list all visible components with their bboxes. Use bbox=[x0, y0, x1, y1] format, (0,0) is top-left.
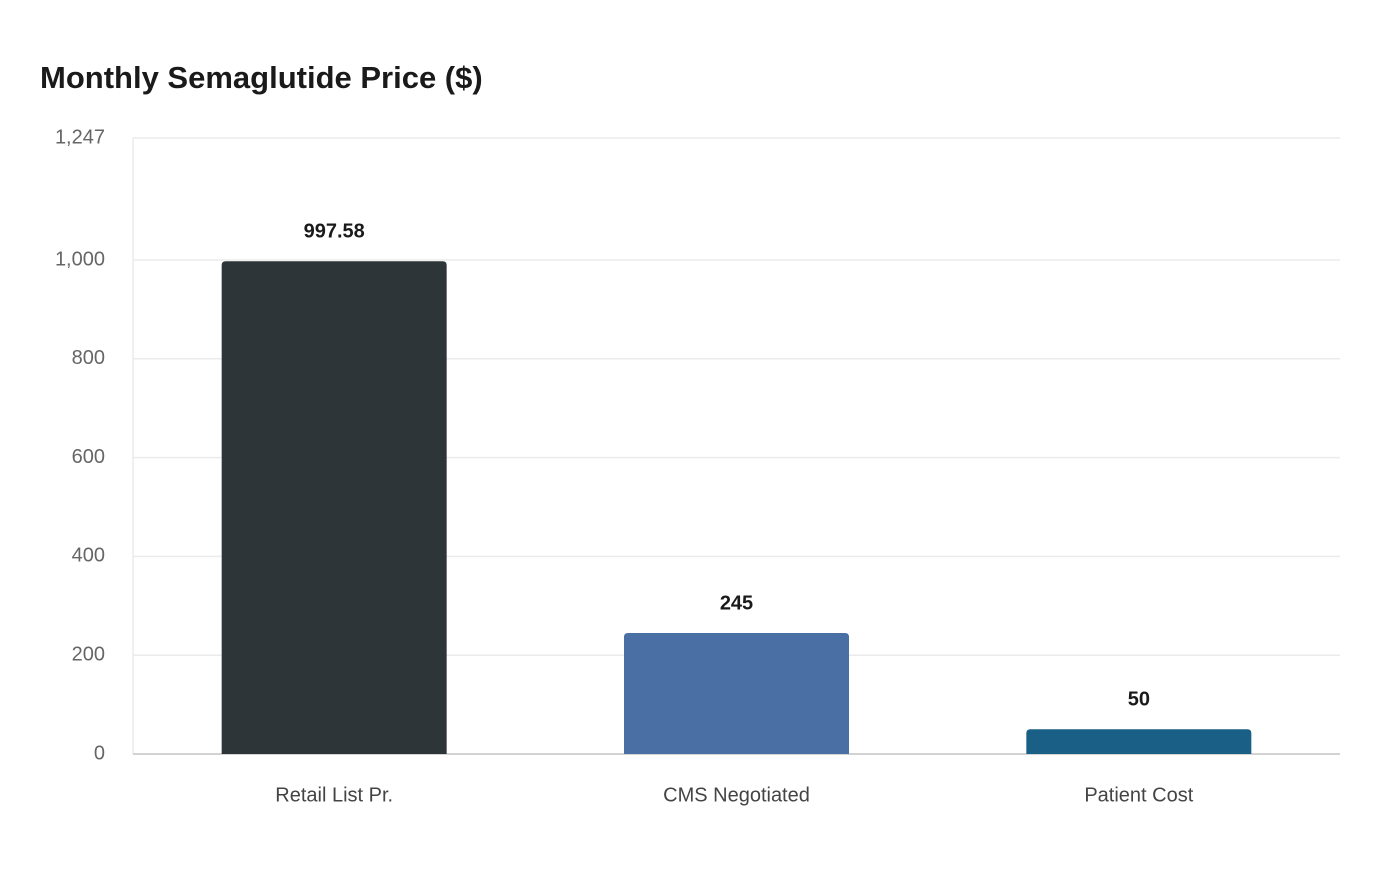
bar bbox=[221, 261, 447, 754]
y-tick-label: 200 bbox=[72, 643, 105, 665]
chart-title: Monthly Semaglutide Price ($) bbox=[40, 60, 483, 95]
y-tick-label: 1,247 bbox=[55, 126, 105, 148]
value-label: 245 bbox=[720, 592, 753, 614]
value-label: 997.58 bbox=[304, 220, 365, 242]
y-tick-label: 0 bbox=[94, 742, 105, 764]
x-tick-label: Patient Cost bbox=[1084, 784, 1193, 806]
bar bbox=[624, 632, 849, 754]
x-tick-label: CMS Negotiated bbox=[663, 784, 810, 806]
x-tick-label: Retail List Pr. bbox=[275, 784, 393, 806]
value-label: 50 bbox=[1128, 689, 1150, 711]
bar bbox=[1026, 729, 1252, 754]
y-tick-label: 600 bbox=[72, 446, 105, 468]
y-tick-label: 1,000 bbox=[55, 248, 105, 270]
y-tick-label: 800 bbox=[72, 347, 105, 369]
y-tick-label: 400 bbox=[72, 545, 105, 567]
